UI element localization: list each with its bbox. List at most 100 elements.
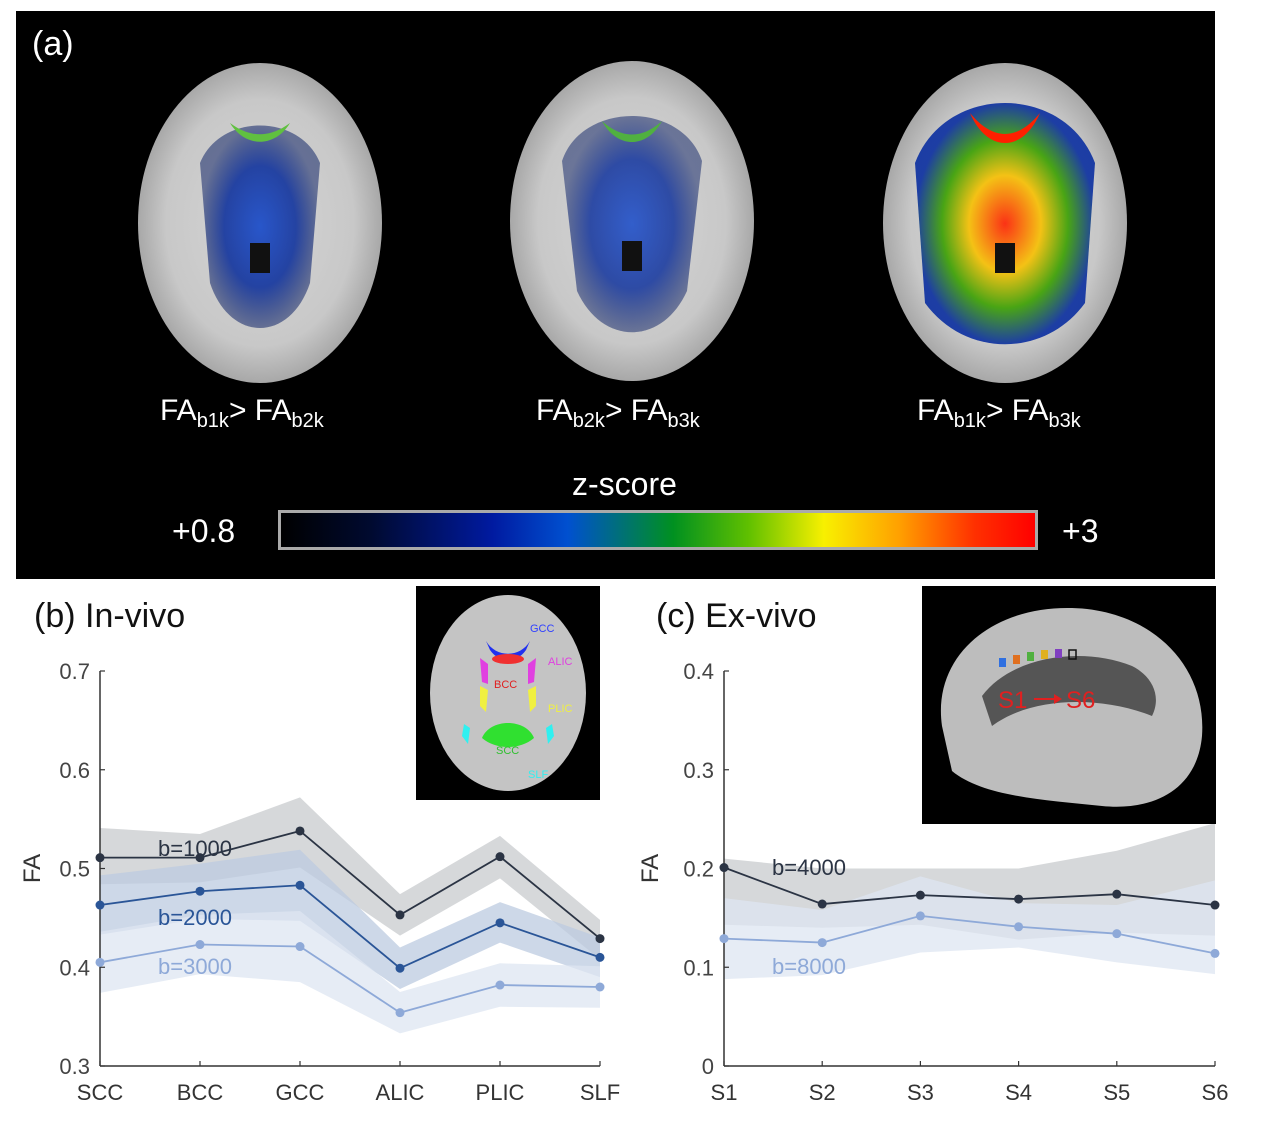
in-vivo-series-0-point [295, 826, 305, 836]
inset-label-gcc: GCC [530, 623, 555, 635]
brain-map-b1k-b3k [883, 63, 1127, 383]
in-vivo-band-1 [100, 849, 600, 989]
in-vivo-x-tick-label: PLIC [476, 1080, 525, 1105]
comparison-label-2: FAb2k> FAb3k [536, 394, 700, 432]
ex-vivo-series-0-point [915, 890, 925, 900]
in-vivo-series-1-point [495, 918, 505, 928]
panel-c-title: (c) Ex-vivo [656, 597, 817, 635]
roi-alic-right [528, 658, 536, 684]
in-vivo-x-tick-label: SCC [77, 1080, 124, 1105]
in-vivo-series-2-point [95, 957, 105, 967]
in-vivo-roi-inset: GCC ALIC BCC PLIC SCC SLF [416, 586, 600, 800]
roi-plic-left [480, 686, 488, 712]
ex-vivo-y-tick-label: 0 [702, 1054, 714, 1079]
inset-label-alic: ALIC [548, 656, 573, 668]
in-vivo-x-tick-label: ALIC [376, 1080, 425, 1105]
ex-vivo-series-0-point [1210, 900, 1220, 910]
in-vivo-series-1-point [395, 963, 405, 973]
comparison-label-3: FAb1k> FAb3k [917, 394, 1081, 432]
ex-vivo-y-tick-label: 0.2 [683, 857, 714, 882]
in-vivo-series-1-point [95, 900, 105, 910]
ex-vivo-series-0-point [817, 899, 827, 909]
ex-vivo-series-1-point [1014, 922, 1024, 932]
panel-a-zscore-maps: (a) [16, 11, 1215, 579]
ex-vivo-x-tick-label: S6 [1202, 1080, 1229, 1105]
in-vivo-x-tick-label: BCC [177, 1080, 224, 1105]
in-vivo-series-line-1 [99, 884, 601, 970]
ex-vivo-series-line-1 [723, 914, 1216, 955]
in-vivo-series-2-point [395, 1008, 405, 1018]
brain-map-b2k-b3k [510, 61, 754, 381]
in-vivo-series-0-point [595, 934, 605, 944]
inset-label-plic: PLIC [548, 703, 573, 715]
in-vivo-series-2-point [495, 980, 505, 990]
brain-maps [138, 61, 1127, 383]
ex-vivo-series-line-0 [723, 866, 1216, 906]
in-vivo-series-label-0: b=1000 [158, 836, 232, 861]
in-vivo-y-tick-label: 0.5 [59, 857, 90, 882]
ex-vivo-x-tick-label: S2 [809, 1080, 836, 1105]
colorbar-max-label: +3 [1062, 513, 1099, 549]
colorbar-min-label: +0.8 [172, 513, 236, 549]
ex-vivo-series-1-point [817, 938, 827, 948]
colorbar-title: z-score [572, 466, 677, 502]
ex-vivo-sagittal-inset: S1 S6 [922, 586, 1216, 824]
ex-vivo-series-label-0: b=4000 [772, 855, 846, 880]
comparison-label-1: FAb1k> FAb2k [160, 394, 324, 432]
in-vivo-series-label-2: b=3000 [158, 954, 232, 979]
ex-vivo-x-tick-label: S3 [907, 1080, 934, 1105]
roi-s2 [1013, 655, 1020, 664]
in-vivo-y-tick-label: 0.6 [59, 758, 90, 783]
in-vivo-y-tick-label: 0.3 [59, 1054, 90, 1079]
in-vivo-series-0-point [195, 853, 205, 863]
roi-plic-right [528, 686, 536, 712]
ex-vivo-y-tick-label: 0.3 [683, 758, 714, 783]
inset-label-slf: SLF [528, 769, 548, 781]
inset-ventricle [982, 656, 1156, 726]
inset-label-scc: SCC [496, 745, 519, 757]
chart-in-vivo: 0.3 0.4 0.5 0.6 0.7 SCC BCC GCC ALIC PLIC SLF FA b=1… [19, 659, 620, 1105]
roi-s6 [1068, 649, 1077, 660]
roi-slf-right [546, 724, 554, 744]
brain-map-b1k-b2k [138, 63, 382, 383]
ex-vivo-x-tick-label: S1 [711, 1080, 738, 1105]
in-vivo-series-0-point [95, 853, 105, 863]
roi-bcc [492, 654, 524, 664]
in-vivo-series-line-2 [99, 943, 601, 1014]
in-vivo-x-tick-label: SLF [580, 1080, 620, 1105]
in-vivo-band-2 [100, 910, 600, 1034]
inset-label-bcc: BCC [494, 679, 517, 691]
roi-s3 [1027, 652, 1034, 661]
inset-sagittal-brain [940, 607, 1203, 807]
panel-b-title: (b) In-vivo [34, 597, 186, 635]
ex-vivo-x-tick-label: S5 [1103, 1080, 1130, 1105]
ex-vivo-series-1-point [915, 911, 925, 921]
ex-vivo-series-0-point [1014, 894, 1024, 904]
ex-vivo-y-axis-label: FA [637, 854, 664, 883]
roi-s4 [1041, 650, 1048, 659]
in-vivo-series-0-point [495, 852, 505, 862]
in-vivo-series-1-point [195, 886, 205, 896]
in-vivo-series-0-point [395, 910, 405, 920]
ex-vivo-series-label-1: b=8000 [772, 954, 846, 979]
ex-vivo-series-0-point [719, 863, 729, 873]
in-vivo-y-tick-label: 0.7 [59, 659, 90, 684]
ex-vivo-y-tick-label: 0.1 [683, 955, 714, 980]
in-vivo-band-0 [100, 797, 600, 960]
ex-vivo-series-1-point [1210, 948, 1220, 958]
in-vivo-series-2-point [195, 940, 205, 950]
in-vivo-series-1-point [295, 880, 305, 890]
ex-vivo-series-0-point [1112, 889, 1122, 899]
inset-brain [430, 595, 586, 791]
roi-scc [482, 723, 534, 747]
ex-vivo-y-tick-label: 0.4 [683, 659, 714, 684]
roi-alic-left [480, 658, 488, 684]
in-vivo-series-2-point [595, 982, 605, 992]
in-vivo-y-axis-label: FA [19, 854, 46, 883]
zscore-colorbar [278, 510, 1038, 550]
in-vivo-series-2-point [295, 942, 305, 952]
roi-s1 [999, 658, 1006, 667]
ex-vivo-series-1-point [719, 934, 729, 944]
in-vivo-series-1-point [595, 952, 605, 962]
roi-slf-left [462, 724, 470, 744]
